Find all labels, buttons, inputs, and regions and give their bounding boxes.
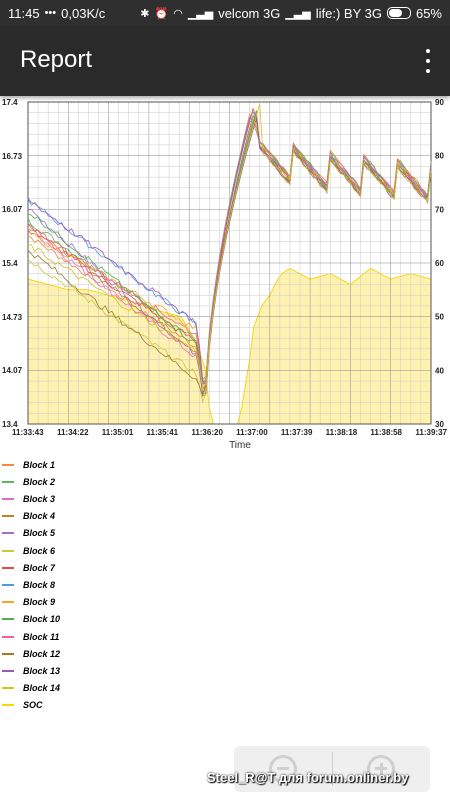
series-line-block-14 xyxy=(27,103,432,389)
legend-label: Block 5 xyxy=(23,528,56,539)
y-right-tick-label: 70 xyxy=(435,205,444,214)
series-line-block-10 xyxy=(27,110,432,385)
legend-swatch xyxy=(2,497,14,500)
status-bar: 11:45 ••• 0,03K/c ✱ ⏰ ◠ ▁▃▅ velcom 3G ▁▃… xyxy=(0,0,450,26)
legend-swatch xyxy=(2,669,14,672)
x-tick-label: 11:38:18 xyxy=(326,428,358,437)
legend-swatch xyxy=(2,515,14,518)
y-left-tick-label: 15.4 xyxy=(2,259,18,268)
y-left-tick-label: 17.4 xyxy=(2,98,18,107)
legend-swatch xyxy=(2,618,14,621)
legend-label: Block 10 xyxy=(23,614,61,625)
legend-item: Block 14 xyxy=(0,680,60,697)
carrier-1: velcom 3G xyxy=(218,5,281,21)
legend-label: Block 12 xyxy=(23,648,61,659)
legend-item: Block 5 xyxy=(0,525,55,542)
legend-label: Block 7 xyxy=(23,562,56,573)
plot-border xyxy=(27,101,432,425)
legend-item: Block 12 xyxy=(0,645,60,662)
legend-label: Block 9 xyxy=(23,597,56,608)
x-tick-label: 11:34:22 xyxy=(57,428,89,437)
signal-icon: ▁▃▅ xyxy=(187,7,214,20)
legend-item: Block 6 xyxy=(0,542,55,559)
x-tick-label: 11:37:39 xyxy=(281,428,313,437)
x-axis-label: Time xyxy=(229,440,251,451)
legend-item: SOC xyxy=(0,697,43,714)
network-speed: 0,03K/c xyxy=(61,5,106,21)
app-bar: Report xyxy=(0,26,450,96)
report-chart[interactable]: 17.4 16.73 16.07 15.4 14.73 14.07 13.4 90 80 70 60… xyxy=(0,96,450,456)
legend-swatch xyxy=(2,463,14,466)
legend-item: Block 4 xyxy=(0,508,55,525)
legend-swatch xyxy=(2,687,14,690)
legend-label: Block 2 xyxy=(23,476,56,487)
legend-item: Block 13 xyxy=(0,662,60,679)
carrier-2: life:) BY 3G xyxy=(315,5,382,21)
y-right-tick-label: 90 xyxy=(435,98,444,107)
legend-item: Block 7 xyxy=(0,559,55,576)
y-left-tick-label: 16.07 xyxy=(2,205,23,214)
legend-label: Block 8 xyxy=(23,579,56,590)
legend-item: Block 8 xyxy=(0,576,55,593)
zoom-out-icon xyxy=(268,755,297,783)
x-tick-label: 11:36:20 xyxy=(191,428,223,437)
legend-item: Block 9 xyxy=(0,594,55,611)
y-left-tick-label: 14.73 xyxy=(2,313,23,322)
legend-swatch xyxy=(2,601,14,604)
battery-icon xyxy=(386,7,411,19)
legend-item: Block 11 xyxy=(0,628,59,645)
x-tick-label: 11:35:01 xyxy=(102,428,134,437)
clock: 11:45 xyxy=(8,5,40,21)
legend-swatch xyxy=(2,635,14,638)
zoom-out-button[interactable] xyxy=(234,746,332,792)
x-tick-label: 11:33:43 xyxy=(12,428,44,437)
legend-label: Block 13 xyxy=(23,665,61,676)
y-left-tick-label: 14.07 xyxy=(2,366,23,375)
notification-dots-icon: ••• xyxy=(44,7,57,19)
legend-item: Block 3 xyxy=(0,490,55,507)
legend-item: Block 10 xyxy=(0,611,60,628)
bluetooth-icon: ✱ xyxy=(140,7,150,20)
y-right-tick-label: 50 xyxy=(435,313,444,322)
more-vert-icon[interactable] xyxy=(418,46,438,76)
legend-label: Block 6 xyxy=(23,545,56,556)
chart-svg: 17.4 16.73 16.07 15.4 14.73 14.07 13.4 90 80 70 60… xyxy=(2,98,448,451)
legend-item: Block 2 xyxy=(0,473,55,490)
legend-label: Block 3 xyxy=(23,493,56,504)
y-right-tick-label: 60 xyxy=(435,259,444,268)
legend-swatch xyxy=(2,549,14,552)
wifi-icon: ◠ xyxy=(173,7,183,20)
legend-label: Block 14 xyxy=(23,683,61,694)
legend-swatch xyxy=(2,704,14,707)
watermark: Steel_R@T для forum.onliner.by xyxy=(207,770,409,785)
series-line-block-5 xyxy=(27,111,432,394)
y-right-tick-label: 30 xyxy=(435,420,444,429)
legend-swatch xyxy=(2,583,14,586)
y-left-tick-label: 13.4 xyxy=(2,420,18,429)
legend-swatch xyxy=(2,532,14,535)
x-tick-label: 11:39:37 xyxy=(415,428,447,437)
x-tick-label: 11:38:58 xyxy=(370,428,402,437)
zoom-controls xyxy=(234,746,430,792)
alarm-icon: ⏰ xyxy=(154,7,169,20)
y-right-tick-label: 40 xyxy=(435,366,444,375)
zoom-in-icon xyxy=(367,755,396,783)
battery-level: 65% xyxy=(415,5,442,21)
legend-swatch xyxy=(2,652,14,655)
signal-icon: ▁▃▅ xyxy=(285,7,311,20)
legend-label: Block 11 xyxy=(23,631,60,642)
legend-swatch xyxy=(2,480,14,483)
legend-swatch xyxy=(2,566,14,569)
page-title: Report xyxy=(20,46,93,73)
legend-label: SOC xyxy=(23,700,43,711)
x-tick-label: 11:35:41 xyxy=(147,428,179,437)
zoom-in-button[interactable] xyxy=(333,746,431,792)
legend-item: Block 1 xyxy=(0,456,55,473)
x-tick-label: 11:37:00 xyxy=(236,428,268,437)
legend-label: Block 4 xyxy=(23,511,56,522)
y-right-tick-label: 80 xyxy=(435,152,444,161)
legend-label: Block 1 xyxy=(23,459,56,470)
y-left-tick-label: 16.73 xyxy=(2,152,23,161)
